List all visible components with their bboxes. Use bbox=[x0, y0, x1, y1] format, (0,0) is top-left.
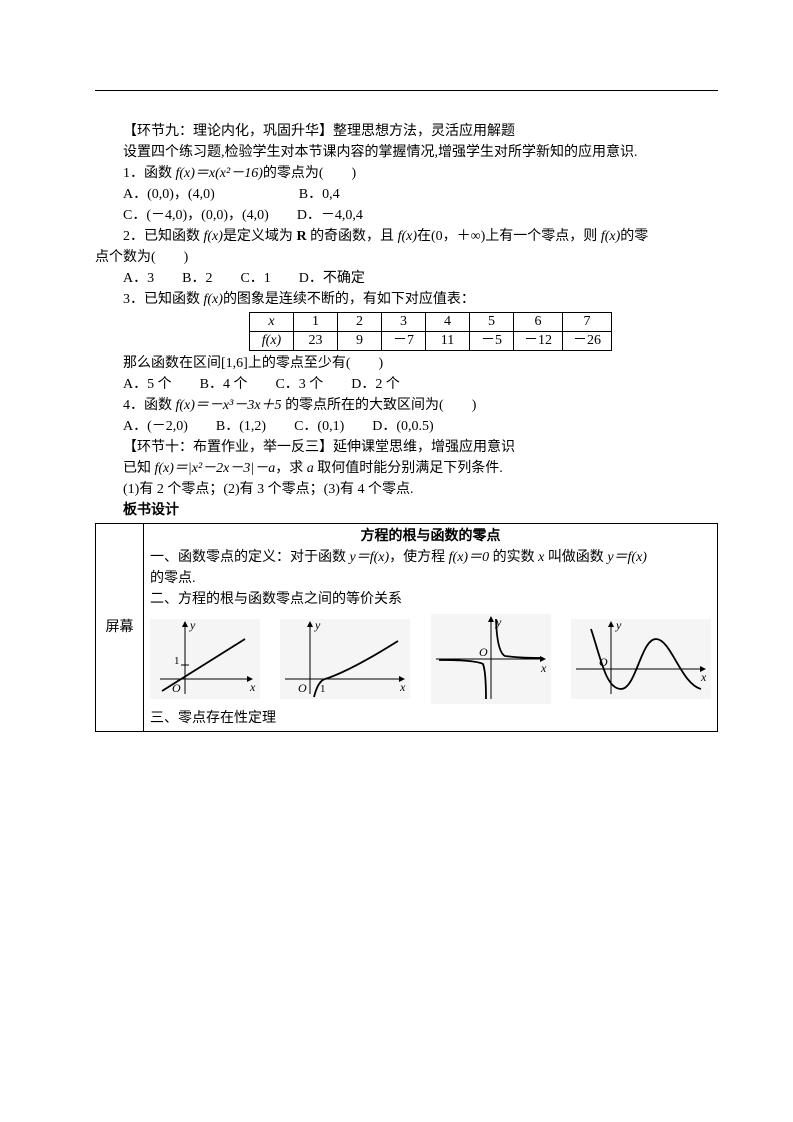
bp1h: y＝f(x) bbox=[607, 550, 647, 565]
g1-y-label: y bbox=[189, 619, 196, 632]
g2-1-label: 1 bbox=[320, 683, 326, 695]
bp1c: ，使方程 bbox=[389, 550, 449, 565]
q2-l1i: 的零 bbox=[620, 229, 648, 244]
graph-2-icon: y x O 1 bbox=[280, 619, 410, 699]
bp1d: f(x)＝0 bbox=[449, 550, 489, 565]
bp1g: 叫做函数 bbox=[544, 550, 607, 565]
q3-tr-7: －26 bbox=[563, 332, 612, 351]
q3-th-x: x bbox=[250, 313, 294, 332]
g4-o-label: O bbox=[599, 655, 608, 669]
q4-stem-a: 4．函数 bbox=[123, 398, 176, 413]
q3-stem-b: f(x) bbox=[204, 292, 223, 307]
board-p1: 一、函数零点的定义：对于函数 y＝f(x)，使方程 f(x)＝0 的实数 x 叫… bbox=[150, 547, 711, 568]
top-rule bbox=[95, 90, 718, 91]
q2-l1g: 在(0，＋∞)上有一个零点，则 bbox=[417, 229, 601, 244]
g2-o-label: O bbox=[298, 681, 307, 695]
q3-table: x 1 2 3 4 5 6 7 f(x) 23 9 －7 11 －5 －12 －… bbox=[249, 312, 612, 351]
q3-th-6: 6 bbox=[514, 313, 563, 332]
q1-optD: D．－4,0,4 bbox=[297, 208, 363, 223]
q1-stem-suffix: 的零点为( ) bbox=[263, 166, 356, 181]
board-label: 板书设计 bbox=[95, 500, 718, 521]
q3-tr-5: －5 bbox=[470, 332, 514, 351]
q3-th-1: 1 bbox=[294, 313, 338, 332]
graph-3-icon: y x O bbox=[431, 614, 551, 704]
q2-l1h: f(x) bbox=[601, 229, 620, 244]
q3-tr-4: 11 bbox=[426, 332, 470, 351]
q3-stem: 3．已知函数 f(x)的图象是连续不断的，有如下对应值表： bbox=[95, 289, 718, 310]
s10-a: 已知 bbox=[123, 461, 155, 476]
q3-tr-6: －12 bbox=[514, 332, 563, 351]
q4-stem: 4．函数 f(x)＝－x³－3x＋5 的零点所在的大致区间为( ) bbox=[95, 395, 718, 416]
q3-th-5: 5 bbox=[470, 313, 514, 332]
section9-title: 【环节九：理论内化，巩固升华】整理思想方法，灵活应用解题 bbox=[95, 121, 718, 142]
q3-table-header-row: x 1 2 3 4 5 6 7 bbox=[250, 313, 612, 332]
board-p2: 二、方程的根与函数零点之间的等价关系 bbox=[150, 589, 711, 610]
q1-optC: C．(－4,0)，(0,0)，(4,0) bbox=[123, 208, 269, 223]
q2-l1c: 是定义域为 bbox=[223, 229, 297, 244]
section10-title: 【环节十：布置作业，举一反三】延伸课堂思维，增强应用意识 bbox=[95, 437, 718, 458]
q4-stem-c: 的零点所在的大致区间为( ) bbox=[282, 398, 477, 413]
section10-line1: 已知 f(x)＝|x²－2x－3|－a，求 a 取何值时能分别满足下列条件. bbox=[95, 458, 718, 479]
s10-d: a bbox=[307, 461, 314, 476]
s10-e: 取何值时能分别满足下列条件. bbox=[314, 461, 503, 476]
q2-l1f: f(x) bbox=[398, 229, 417, 244]
q2-opts: A．3 B．2 C．1 D．不确定 bbox=[95, 268, 718, 289]
graph-4-icon: y x O bbox=[571, 619, 711, 699]
q2-line2: 点个数为( ) bbox=[95, 247, 718, 268]
q3-after: 那么函数在区间[1,6]上的零点至少有( ) bbox=[95, 353, 718, 374]
section10-line2: (1)有 2 个零点；(2)有 3 个零点；(3)有 4 个零点. bbox=[95, 479, 718, 500]
q2-l1e: 的奇函数，且 bbox=[307, 229, 398, 244]
g4-x-label: x bbox=[700, 670, 707, 684]
q3-th-3: 3 bbox=[382, 313, 426, 332]
s10-b: f(x)＝|x²－2x－3|－a bbox=[155, 461, 276, 476]
s10-c: ，求 bbox=[275, 461, 307, 476]
q3-stem-a: 3．已知函数 bbox=[123, 292, 204, 307]
q2-l1b: f(x) bbox=[204, 229, 223, 244]
graph-1-icon: y x O 1 bbox=[150, 619, 260, 699]
g2-x-label: x bbox=[399, 680, 406, 694]
g1-1-label: 1 bbox=[174, 655, 180, 667]
board-left-col: 屏幕 bbox=[96, 524, 144, 732]
board-right-col: 方程的根与函数的零点 一、函数零点的定义：对于函数 y＝f(x)，使方程 f(x… bbox=[144, 524, 718, 732]
q3-table-value-row: f(x) 23 9 －7 11 －5 －12 －26 bbox=[250, 332, 612, 351]
bp1a: 一、函数零点的定义：对于函数 bbox=[150, 550, 350, 565]
g3-y-label: y bbox=[495, 615, 502, 629]
q3-tr-3: －7 bbox=[382, 332, 426, 351]
board-graphs: y x O 1 y x O 1 bbox=[150, 610, 711, 708]
q1-stem: 1．函数 f(x)＝x(x²－16)的零点为( ) bbox=[95, 163, 718, 184]
board-p1-cont: 的零点. bbox=[150, 568, 711, 589]
g3-x-label: x bbox=[540, 661, 547, 675]
q1-optB: B．0,4 bbox=[299, 187, 340, 202]
g1-x-label: x bbox=[249, 680, 256, 694]
q3-th-4: 4 bbox=[426, 313, 470, 332]
q1-line-cd: C．(－4,0)，(0,0)，(4,0) D．－4,0,4 bbox=[95, 205, 718, 226]
document-body: 【环节九：理论内化，巩固升华】整理思想方法，灵活应用解题 设置四个练习题,检验学… bbox=[95, 121, 718, 732]
section9-intro: 设置四个练习题,检验学生对本节课内容的掌握情况,增强学生对所学新知的应用意识. bbox=[95, 142, 718, 163]
q2-l1d: R bbox=[296, 229, 306, 244]
q4-opts: A．(－2,0) B．(1,2) C．(0,1) D．(0,0.5) bbox=[95, 416, 718, 437]
q3-tr-2: 9 bbox=[338, 332, 382, 351]
g3-o-label: O bbox=[479, 645, 488, 659]
q2-line1: 2．已知函数 f(x)是定义域为 R 的奇函数，且 f(x)在(0，＋∞)上有一… bbox=[95, 226, 718, 247]
q3-th-7: 7 bbox=[563, 313, 612, 332]
q1-line-ab: A．(0,0)，(4,0) B．0,4 bbox=[95, 184, 718, 205]
q3-tr-fx: f(x) bbox=[250, 332, 294, 351]
bp1b: y＝f(x) bbox=[350, 550, 390, 565]
q3-opts: A．5 个 B．4 个 C．3 个 D．2 个 bbox=[95, 374, 718, 395]
g4-y-label: y bbox=[615, 619, 622, 632]
q1-optA: A．(0,0)，(4,0) bbox=[123, 187, 215, 202]
q3-stem-c: 的图象是连续不断的，有如下对应值表： bbox=[223, 292, 475, 307]
q3-th-2: 2 bbox=[338, 313, 382, 332]
q2-l1a: 2．已知函数 bbox=[123, 229, 204, 244]
bp1e: 的实数 bbox=[489, 550, 538, 565]
board-table: 屏幕 方程的根与函数的零点 一、函数零点的定义：对于函数 y＝f(x)，使方程 … bbox=[95, 523, 718, 732]
q1-stem-fx: f(x)＝x(x²－16) bbox=[176, 166, 263, 181]
q3-tr-1: 23 bbox=[294, 332, 338, 351]
q1-stem-prefix: 1．函数 bbox=[123, 166, 176, 181]
g1-o-label: O bbox=[172, 681, 181, 695]
q4-stem-b: f(x)＝－x³－3x＋5 bbox=[176, 398, 282, 413]
board-p3: 三、零点存在性定理 bbox=[150, 708, 711, 729]
board-title: 方程的根与函数的零点 bbox=[150, 526, 711, 547]
g2-y-label: y bbox=[314, 619, 321, 632]
